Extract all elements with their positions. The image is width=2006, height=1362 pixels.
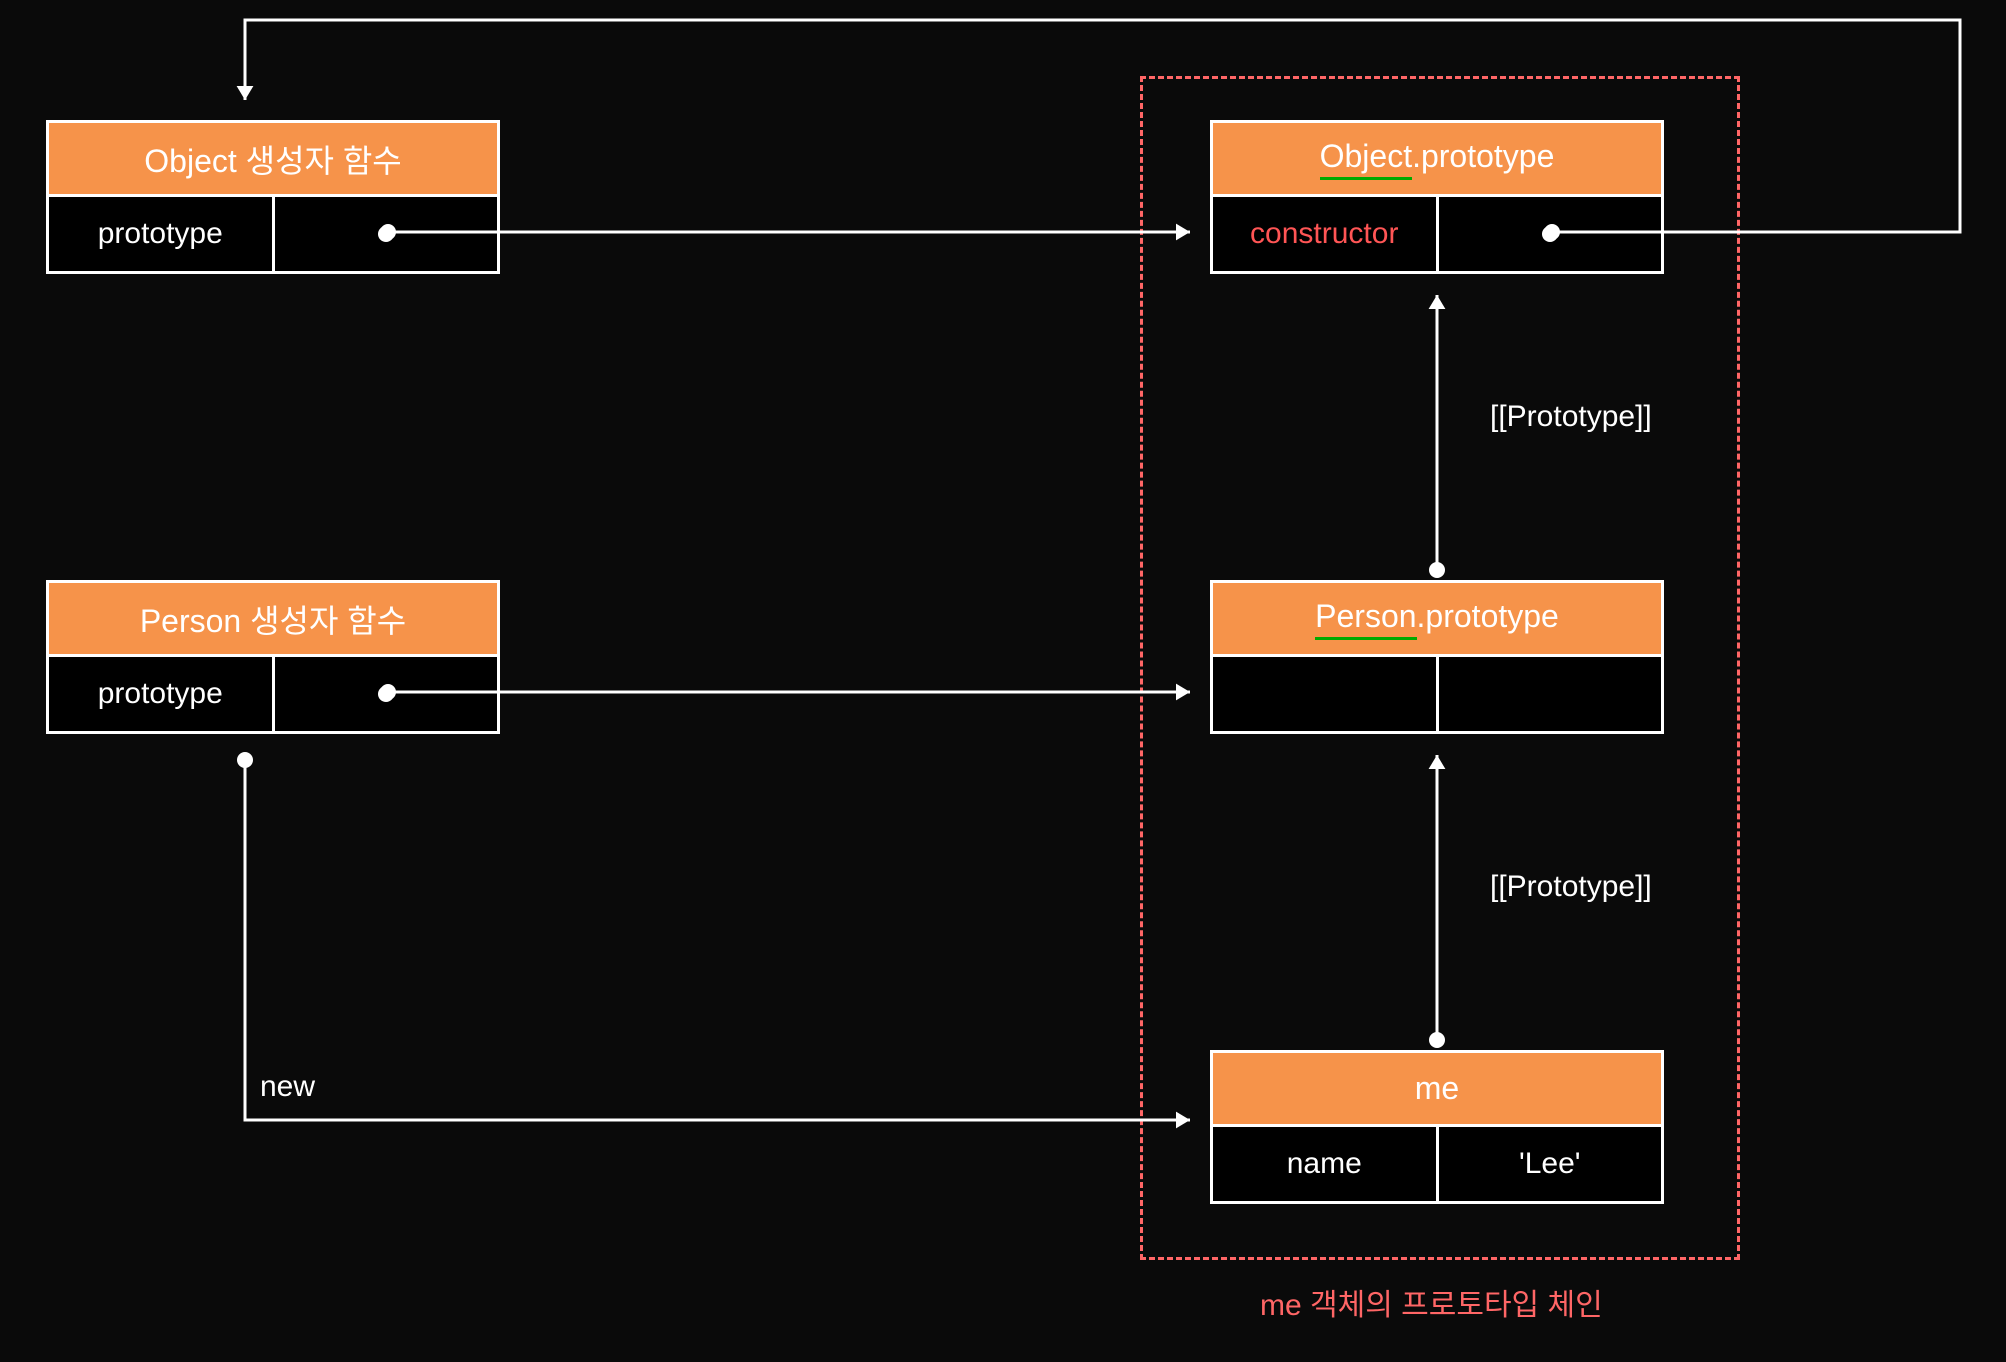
box-person-prototype: Person.prototype: [1210, 580, 1664, 734]
box-row: name 'Lee': [1213, 1127, 1661, 1201]
underlined-object: Object: [1320, 138, 1412, 180]
cell-prototype-label: prototype: [49, 657, 275, 731]
cell-constructor-pointer: [1439, 197, 1662, 271]
label-prototype-1: [[Prototype]]: [1490, 400, 1652, 434]
box-row: prototype: [49, 197, 497, 271]
cell-constructor-label: constructor: [1213, 197, 1439, 271]
box-header-me: me: [1213, 1053, 1661, 1127]
underlined-person: Person: [1315, 598, 1416, 640]
box-me: me name 'Lee': [1210, 1050, 1664, 1204]
cell-prototype-label: prototype: [49, 197, 275, 271]
label-caption: me 객체의 프로토타입 체인: [1260, 1280, 1603, 1324]
cell-empty-left: [1213, 657, 1439, 731]
cell-name-value: 'Lee': [1439, 1127, 1662, 1201]
box-row: [1213, 657, 1661, 731]
box-person-constructor: Person 생성자 함수 prototype: [46, 580, 500, 734]
title-suffix: .prototype: [1412, 138, 1554, 174]
label-prototype-2: [[Prototype]]: [1490, 870, 1652, 904]
pointer-dot-icon: [378, 226, 394, 242]
label-new: new: [260, 1070, 315, 1104]
box-object-constructor: Object 생성자 함수 prototype: [46, 120, 500, 274]
cell-prototype-pointer: [275, 197, 498, 271]
cell-prototype-pointer: [275, 657, 498, 731]
cell-name-label: name: [1213, 1127, 1439, 1201]
cell-empty-right: [1439, 657, 1662, 731]
pointer-dot-icon: [1542, 226, 1558, 242]
box-header-person-prototype: Person.prototype: [1213, 583, 1661, 657]
box-row: prototype: [49, 657, 497, 731]
box-object-prototype: Object.prototype constructor: [1210, 120, 1664, 274]
box-header-person-constructor: Person 생성자 함수: [49, 583, 497, 657]
title-suffix: .prototype: [1417, 598, 1559, 634]
box-header-object-prototype: Object.prototype: [1213, 123, 1661, 197]
pointer-dot-icon: [378, 686, 394, 702]
box-row: constructor: [1213, 197, 1661, 271]
box-header-object-constructor: Object 생성자 함수: [49, 123, 497, 197]
